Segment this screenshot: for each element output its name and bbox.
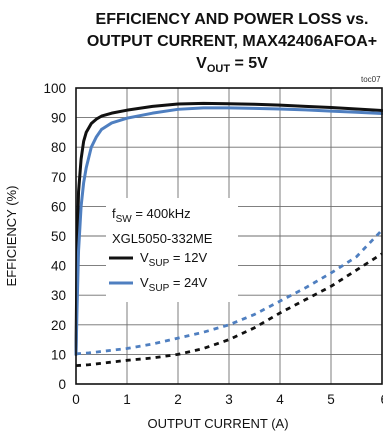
series-power-loss-12v [75, 252, 383, 368]
x-tick-label: 0 [72, 392, 80, 407]
x-tick-label: 1 [123, 392, 131, 407]
chart-title-line-1: EFFICIENCY AND POWER LOSS vs. [96, 11, 369, 28]
legend-12v-rest: = 12V [169, 250, 207, 265]
annotation-fsw: fSW = 400kHz [112, 206, 191, 225]
fsw-main: f [112, 206, 116, 221]
y-tick-label: 40 [51, 259, 66, 274]
title-vout-main: V [196, 55, 207, 72]
y-tick-label: 10 [51, 347, 66, 362]
y-tick-label: 70 [51, 170, 66, 185]
plot-border [75, 87, 383, 385]
y-tick-label: 50 [51, 229, 66, 244]
y-tick-label: 80 [51, 140, 66, 155]
y-tick-label: 100 [43, 81, 66, 96]
plot-frame [75, 87, 383, 385]
fsw-rest: = 400kHz [132, 206, 191, 221]
x-tick-label: 2 [174, 392, 182, 407]
x-tick-label: 5 [327, 392, 335, 407]
series-efficiency-24v [74, 106, 383, 356]
x-tick-label: 6 [380, 392, 383, 407]
annotation-block: fSW = 400kHz XGL5050-332ME VSUP = 12V VS… [106, 198, 238, 302]
title-vout-sub: OUT [207, 63, 231, 75]
legend-12v-main: V [140, 250, 149, 265]
chart-title-line-3: VOUT = 5V [196, 55, 268, 75]
series-power-loss-24v [75, 229, 383, 356]
legend-24v-rest: = 24V [169, 275, 207, 290]
y-axis-label: EFFICIENCY (%) [4, 186, 19, 287]
x-axis-label: OUTPUT CURRENT (A) [147, 416, 288, 431]
y-tick-label: 90 [51, 111, 66, 126]
legend-label-12v: VSUP = 12V [140, 250, 208, 269]
series-layer [74, 101, 383, 368]
fsw-sub: SW [116, 214, 133, 225]
x-tick-label: 4 [276, 392, 284, 407]
figure-id: toc07 [361, 75, 381, 84]
title-vout-rest: = 5V [230, 55, 268, 72]
tick-labels: 01234560102030405060708090100 [43, 81, 383, 407]
legend-label-24v: VSUP = 24V [140, 275, 208, 294]
legend-24v-sub: SUP [149, 283, 170, 294]
y-tick-label: 60 [51, 199, 66, 214]
y-tick-label: 30 [51, 288, 66, 303]
legend-24v-main: V [140, 275, 149, 290]
annotation-background [106, 198, 238, 302]
series-efficiency-12v [74, 101, 383, 356]
y-tick-label: 0 [58, 377, 66, 392]
chart-title-line-2: OUTPUT CURRENT, MAX42406AFOA+ [87, 33, 377, 50]
legend-12v-sub: SUP [149, 258, 170, 269]
y-tick-label: 20 [51, 318, 66, 333]
x-tick-label: 3 [225, 392, 233, 407]
annotation-inductor: XGL5050-332ME [112, 231, 213, 246]
